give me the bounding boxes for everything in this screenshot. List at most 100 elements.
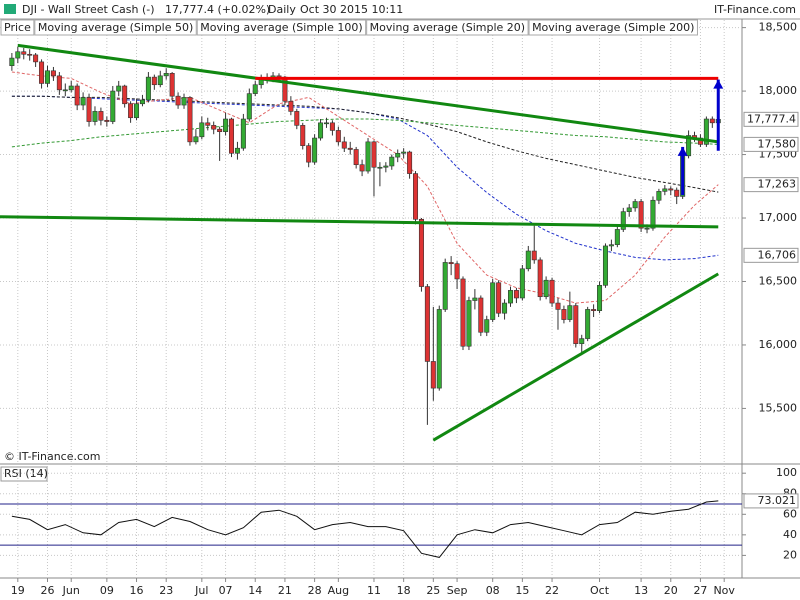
candle-body bbox=[306, 145, 312, 163]
candle-body bbox=[644, 227, 650, 230]
candle-body bbox=[187, 97, 193, 143]
candle-body bbox=[686, 135, 692, 157]
candle-body bbox=[193, 136, 199, 143]
value-marker-label: 17,263 bbox=[758, 178, 797, 191]
candle-body bbox=[27, 53, 33, 56]
trendline bbox=[0, 215, 719, 229]
candle-body bbox=[122, 85, 128, 105]
candle-body bbox=[110, 90, 116, 122]
value-marker-label: 17,777.4 bbox=[747, 112, 796, 125]
candle-body bbox=[418, 218, 424, 287]
value-marker bbox=[743, 247, 799, 263]
trendline bbox=[432, 272, 720, 442]
x-tick-label: 21 bbox=[278, 584, 292, 597]
candle-body bbox=[335, 130, 341, 143]
candle-body bbox=[92, 111, 98, 122]
candle-body bbox=[573, 305, 579, 344]
candle-body bbox=[252, 84, 258, 94]
candle-body bbox=[300, 125, 306, 146]
candle-body bbox=[561, 309, 567, 320]
candle-body bbox=[597, 284, 603, 311]
candle-body bbox=[229, 118, 235, 154]
candle-body bbox=[662, 188, 668, 192]
candle-body bbox=[139, 99, 145, 105]
watermark: © IT-Finance.com bbox=[4, 450, 101, 463]
x-tick-label: 28 bbox=[308, 584, 322, 597]
candle-body bbox=[365, 141, 371, 172]
candle-body bbox=[33, 54, 39, 63]
x-tick-label: 09 bbox=[100, 584, 114, 597]
y-tick-label: 17,000 bbox=[759, 211, 798, 224]
candle-body bbox=[169, 73, 175, 97]
x-tick-label: 27 bbox=[693, 584, 707, 597]
candle-body bbox=[650, 199, 656, 229]
x-tick-label: 23 bbox=[159, 584, 173, 597]
x-tick-label: Jul bbox=[194, 584, 208, 597]
legend-label: Moving average (Simple 100) bbox=[200, 21, 362, 34]
trendline bbox=[17, 43, 719, 144]
candle-body bbox=[632, 201, 638, 209]
value-marker-label: 17,580 bbox=[758, 137, 797, 150]
legend-label: Moving average (Simple 50) bbox=[38, 21, 193, 34]
candle-body bbox=[703, 118, 709, 145]
candle-body bbox=[490, 282, 496, 320]
candle-body bbox=[502, 302, 508, 314]
quote: 17,777.4 (+0.02%) bbox=[165, 3, 270, 16]
candle-body bbox=[223, 118, 229, 133]
candle-body bbox=[549, 279, 555, 304]
candle-body bbox=[318, 122, 324, 139]
candle-body bbox=[638, 201, 644, 229]
candle-body bbox=[21, 51, 27, 55]
candle-body bbox=[430, 361, 436, 389]
candle-body bbox=[211, 125, 217, 130]
x-tick-label: 26 bbox=[40, 584, 54, 597]
legend-box bbox=[528, 19, 698, 36]
x-tick-label: Nov bbox=[713, 584, 735, 597]
candle-body bbox=[329, 122, 335, 131]
value-marker bbox=[743, 136, 799, 152]
candle-body bbox=[56, 75, 62, 91]
candle-body bbox=[448, 262, 454, 265]
candle-body bbox=[359, 164, 365, 172]
y-tick-label: 40 bbox=[783, 528, 797, 541]
legend-box bbox=[0, 19, 35, 36]
candle-body bbox=[240, 118, 246, 149]
candle-body bbox=[585, 309, 591, 339]
candle-body bbox=[537, 259, 543, 298]
candle-body bbox=[74, 85, 80, 106]
arrow-head bbox=[677, 146, 688, 156]
x-tick-label: Oct bbox=[590, 584, 610, 597]
y-tick-label: 15,500 bbox=[759, 401, 798, 414]
candle-body bbox=[39, 61, 45, 84]
legend-box bbox=[34, 19, 197, 36]
timestamp: Oct 30 2015 10:11 bbox=[300, 3, 403, 16]
x-tick-label: Aug bbox=[328, 584, 349, 597]
candle-body bbox=[543, 279, 549, 298]
candle-body bbox=[199, 122, 205, 138]
candle-body bbox=[205, 122, 211, 126]
candle-body bbox=[567, 305, 573, 320]
candle-body bbox=[436, 309, 442, 389]
candle-body bbox=[484, 319, 490, 333]
candle-body bbox=[608, 244, 614, 247]
legend-box bbox=[196, 19, 367, 36]
candle-body bbox=[80, 97, 86, 106]
candle-body bbox=[181, 97, 187, 106]
candle-body bbox=[134, 103, 140, 119]
candle-body bbox=[323, 122, 329, 125]
candle-body bbox=[128, 103, 134, 119]
candle-body bbox=[68, 85, 74, 91]
candle-body bbox=[507, 290, 513, 304]
source: IT-Finance.com bbox=[714, 3, 796, 16]
moving-average bbox=[11, 95, 719, 193]
y-tick-label: 18,000 bbox=[759, 84, 798, 97]
candle-body bbox=[626, 207, 632, 212]
candle-body bbox=[395, 152, 401, 158]
candle-body bbox=[620, 211, 626, 230]
y-tick-label: 100 bbox=[776, 466, 797, 479]
x-tick-label: 25 bbox=[426, 584, 440, 597]
x-tick-label: 14 bbox=[248, 584, 262, 597]
x-tick-label: 20 bbox=[664, 584, 678, 597]
candle-body bbox=[98, 111, 104, 121]
